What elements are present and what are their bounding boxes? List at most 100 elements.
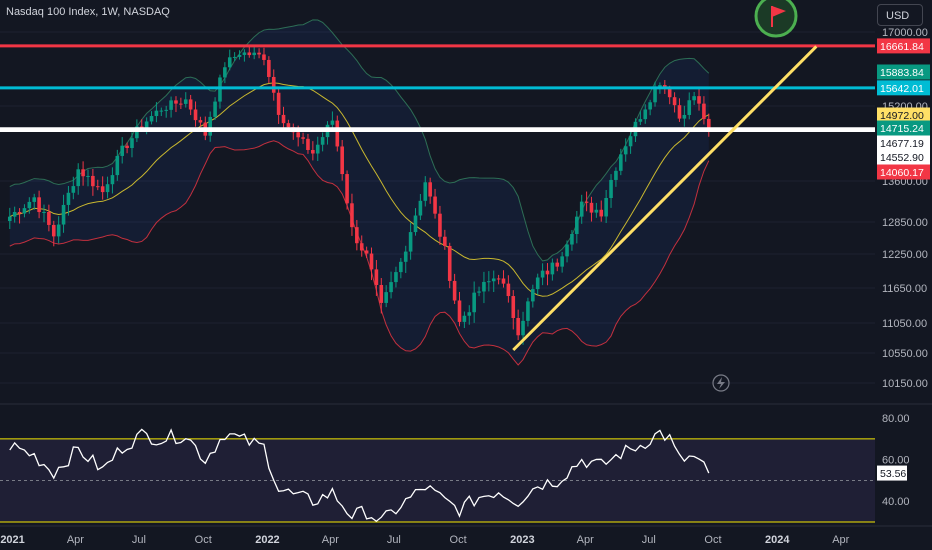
currency-selector[interactable]: USD [877,4,923,26]
series-price-label: 14715.24 [877,120,930,136]
time-tick-label: Jul [132,534,146,546]
candle-body [237,54,242,57]
candle-body [521,320,525,336]
candle [359,235,364,257]
candle-body [443,236,447,246]
series-price-label-text: 14715.24 [880,123,924,135]
candle-body [61,204,66,225]
candle-body [496,278,501,280]
series-price-label-text: 15883.84 [880,67,924,79]
series-price-label: 14677.19 [877,135,930,151]
candle-body [399,261,403,273]
candle-body [423,182,428,201]
candle [692,91,696,105]
series-price-label-text: 14552.90 [880,152,924,164]
candle [130,132,134,158]
price-tick-label: 11650.00 [882,283,927,295]
candle [628,132,633,154]
lightning-icon[interactable] [712,374,730,392]
candle-body [648,102,652,110]
candle [369,247,374,281]
candle-body [438,213,442,237]
candle [433,188,437,219]
candle-body [86,175,90,177]
series-price-label-box [877,135,930,151]
rsi-tick-label: 80.00 [882,413,910,425]
candle [702,96,706,125]
candle-body [130,138,134,148]
flag-icon[interactable] [754,0,798,38]
candle [418,194,423,220]
level-price-label-box [877,80,930,96]
candle-body [550,262,555,275]
candle [237,50,242,60]
candle [71,176,76,200]
candle-body [433,196,437,214]
level-price-label-box [877,38,930,54]
time-tick-label: Apr [67,534,84,546]
candle-body [100,186,105,193]
candle [609,174,613,208]
candle-body [609,179,613,199]
candle-body [359,243,364,251]
candle-body [208,116,212,136]
candle-body [589,202,594,213]
candle-body [345,174,349,204]
chart-title: Nasdaq 100 Index, 1W, NASDAQ [6,6,170,18]
candle [472,281,476,323]
candle-body [66,192,71,205]
candle-body [71,186,76,193]
candle-body [394,272,398,283]
candle-body [188,99,193,110]
rsi-current-box [877,465,907,481]
candle-body [164,109,169,111]
candle [115,149,120,181]
candle [271,69,276,101]
candle [56,216,61,244]
candle-body [540,270,545,278]
candle-body [579,201,584,217]
candle-body [56,224,61,237]
candle [267,56,271,84]
candle-body [369,253,374,270]
candle [579,194,584,224]
candle [66,185,71,216]
candle-body [565,244,569,257]
candle [687,92,692,120]
candle-body [403,251,408,262]
candle [7,207,12,230]
candle-body [252,52,256,56]
candle [335,115,340,152]
candle-body [384,292,388,303]
candle [12,206,17,223]
candle-body [614,170,618,180]
time-axis[interactable]: 2021 Apr Jul Oct 2022 Apr Jul Oct 2023 Apr Jul Oct 2… [0,534,849,546]
candle-body [320,137,325,145]
candle-body [531,289,535,302]
candle-body [91,175,95,187]
time-tick-label: Apr [577,534,594,546]
candle-body [105,184,110,193]
candle [697,88,701,111]
candle [584,191,589,212]
candle [311,141,315,161]
candle-body [697,96,701,104]
candle-body [286,123,291,128]
candle [61,194,66,233]
horizontal-levels [0,44,875,133]
trendline[interactable] [512,45,818,352]
candle-body [330,120,335,125]
candle-body [526,301,530,321]
time-tick-label: Oct [195,534,212,546]
candle-body [682,114,687,119]
candle [76,163,81,195]
candle [555,258,560,272]
candle-body [702,103,706,119]
candle [105,176,110,199]
price-tick-label: 11050.00 [882,318,927,330]
candle [51,220,56,247]
candle [47,204,51,232]
candle [223,62,227,84]
